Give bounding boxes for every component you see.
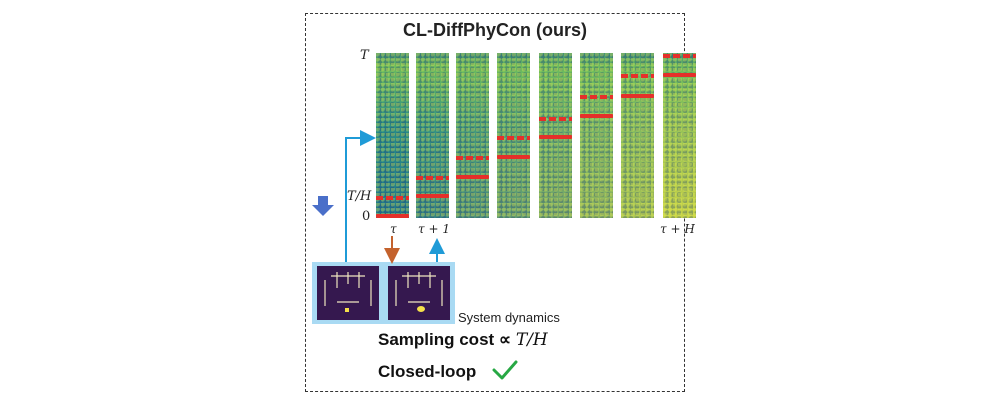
red-solid-line bbox=[376, 214, 409, 218]
noise-column-2 bbox=[416, 53, 449, 218]
fluid-obstacle-icon bbox=[395, 272, 443, 312]
noise-column-7 bbox=[621, 53, 654, 218]
figure-title: CL-DiffPhyCon (ours) bbox=[403, 20, 587, 40]
fluid-obstacle-icon bbox=[324, 272, 372, 312]
noise-column-5 bbox=[539, 53, 572, 218]
x-tick-tau-plus-h: τ + H bbox=[660, 222, 695, 236]
red-dashed-line bbox=[416, 176, 449, 180]
noise-column-3 bbox=[456, 53, 489, 218]
sampling-cost-line: Sampling cost ∝ T/H bbox=[378, 330, 548, 350]
red-dashed-line bbox=[497, 136, 530, 140]
noise-column-4 bbox=[497, 53, 530, 218]
closed-loop-label: Closed-loop bbox=[378, 362, 477, 381]
y-label-mid: T/H bbox=[347, 189, 372, 204]
red-solid-line bbox=[663, 73, 696, 77]
y-label-top: T bbox=[360, 48, 369, 63]
sampling-cost-math: T/H bbox=[515, 330, 548, 350]
proportional-symbol: ∝ bbox=[498, 330, 512, 349]
sampling-cost-text: Sampling cost bbox=[378, 330, 495, 349]
y-label-bottom: 0 bbox=[362, 209, 371, 224]
red-solid-line bbox=[416, 194, 449, 198]
x-tick-tau: τ bbox=[390, 222, 397, 236]
red-solid-line bbox=[580, 114, 613, 118]
environment-frame-2 bbox=[388, 266, 450, 320]
down-arrow-icon bbox=[312, 196, 334, 216]
feedback-arrow bbox=[345, 130, 376, 262]
environment-frame-1 bbox=[317, 266, 379, 320]
red-dashed-line bbox=[376, 196, 409, 200]
red-dashed-line bbox=[580, 95, 613, 99]
noise-column-1 bbox=[376, 53, 409, 218]
red-dashed-line bbox=[456, 156, 489, 160]
noise-column-6 bbox=[580, 53, 613, 218]
system-dynamics-label: System dynamics bbox=[458, 310, 560, 325]
noise-column-8 bbox=[663, 53, 696, 218]
x-tick-tau-plus-1: τ + 1 bbox=[418, 222, 450, 236]
red-solid-line bbox=[539, 135, 572, 139]
red-solid-line bbox=[456, 175, 489, 179]
checkmark-icon bbox=[492, 360, 518, 380]
red-dashed-line bbox=[539, 117, 572, 121]
red-dashed-line bbox=[663, 54, 696, 58]
red-solid-line bbox=[497, 155, 530, 159]
red-solid-line bbox=[621, 94, 654, 98]
red-dashed-line bbox=[621, 74, 654, 78]
